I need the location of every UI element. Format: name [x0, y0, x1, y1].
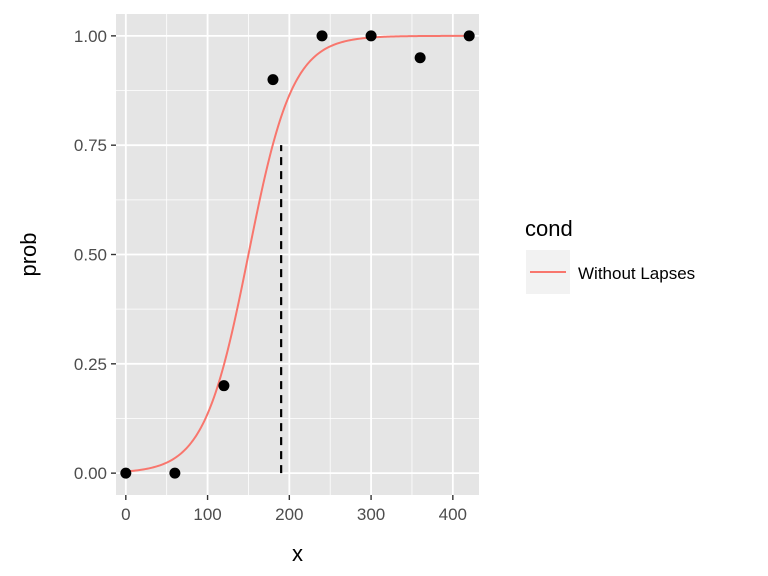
- data-point: [463, 30, 475, 42]
- x-tick-label: 200: [275, 505, 303, 524]
- y-tick-label: 0.25: [74, 355, 107, 374]
- y-tick-label: 0.00: [74, 464, 107, 483]
- x-tick-label: 300: [357, 505, 385, 524]
- x-tick-label: 400: [439, 505, 467, 524]
- x-axis-title: x: [292, 541, 303, 566]
- data-point: [414, 52, 426, 64]
- x-axis: 0 100 200 300 400: [121, 495, 467, 524]
- x-tick-label: 100: [193, 505, 221, 524]
- data-point: [169, 467, 181, 479]
- data-point: [267, 74, 279, 86]
- legend-title: cond: [525, 216, 573, 241]
- data-point: [316, 30, 328, 42]
- data-points-group: [120, 30, 475, 479]
- y-tick-label: 1.00: [74, 27, 107, 46]
- legend-entry-label: Without Lapses: [578, 264, 695, 283]
- fitted-curve: [125, 34, 470, 473]
- y-axis: 0.00 0.25 0.50 0.75 1.00: [74, 27, 116, 483]
- legend: cond Without Lapses: [525, 216, 695, 294]
- major-gridlines: [116, 14, 479, 495]
- fitted-curve-group: [125, 34, 470, 473]
- data-point: [218, 380, 230, 392]
- data-point: [365, 30, 377, 42]
- x-tick-label: 0: [121, 505, 130, 524]
- data-point: [120, 467, 132, 479]
- y-axis-title: prob: [16, 232, 41, 276]
- y-tick-label: 0.75: [74, 136, 107, 155]
- y-tick-label: 0.50: [74, 246, 107, 265]
